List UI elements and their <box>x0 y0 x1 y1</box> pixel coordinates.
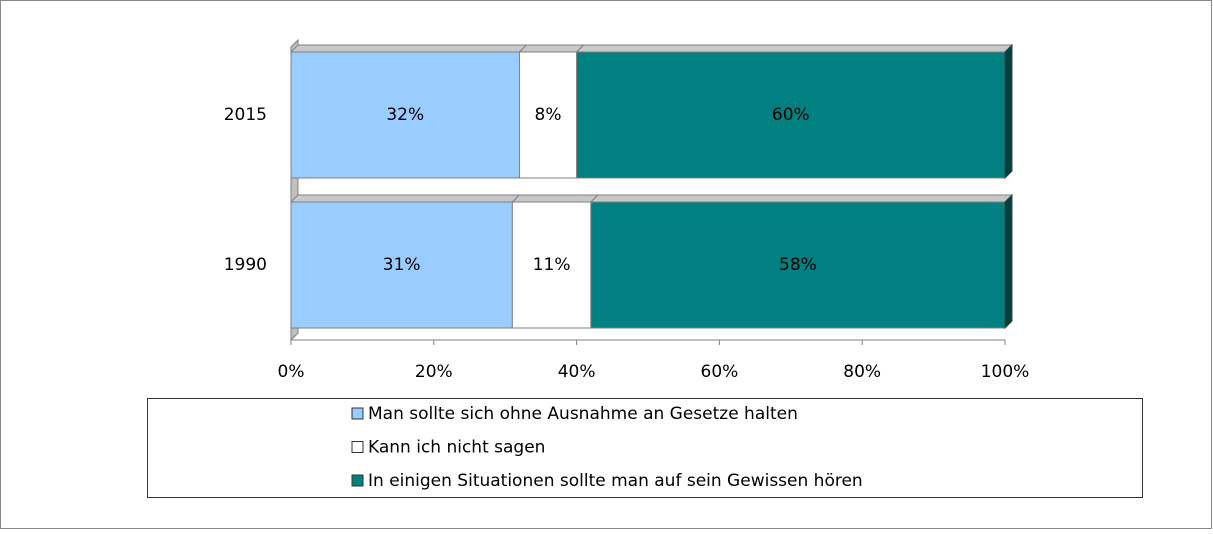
data-label: 32% <box>386 105 424 125</box>
legend-swatch <box>351 474 364 487</box>
x-tick-label: 40% <box>558 362 596 382</box>
data-label: 58% <box>779 255 817 275</box>
y-tick-label: 2015 <box>224 105 267 125</box>
data-label: 60% <box>772 105 810 125</box>
bar-top <box>575 44 1014 53</box>
x-tick-label: 20% <box>415 362 453 382</box>
x-tick-label: 100% <box>981 362 1030 382</box>
legend-label: In einigen Situationen sollte man auf se… <box>368 471 863 491</box>
bar-top <box>289 194 521 203</box>
data-label: 11% <box>533 255 571 275</box>
legend-swatch <box>351 441 364 453</box>
bar-side <box>1004 43 1013 180</box>
y-tick-label: 1990 <box>224 255 267 275</box>
bar <box>290 201 513 329</box>
bar-side <box>1004 193 1013 330</box>
bar-top <box>511 194 600 203</box>
data-label: 31% <box>383 255 421 275</box>
legend-label: Kann ich nicht sagen <box>368 438 545 458</box>
bar-top <box>289 44 528 53</box>
bar-top <box>589 194 1014 203</box>
bar <box>511 201 592 329</box>
bar-top <box>518 44 585 53</box>
x-tick-label: 60% <box>701 362 739 382</box>
legend-label: Man sollte sich ohne Ausnahme an Gesetze… <box>368 404 798 424</box>
x-tick-label: 80% <box>843 362 881 382</box>
data-label: 8% <box>535 105 562 125</box>
legend-box <box>147 398 1143 498</box>
bar <box>518 51 578 179</box>
legend-swatch <box>351 407 364 420</box>
x-tick-label: 0% <box>278 362 305 382</box>
bar <box>590 201 1006 329</box>
